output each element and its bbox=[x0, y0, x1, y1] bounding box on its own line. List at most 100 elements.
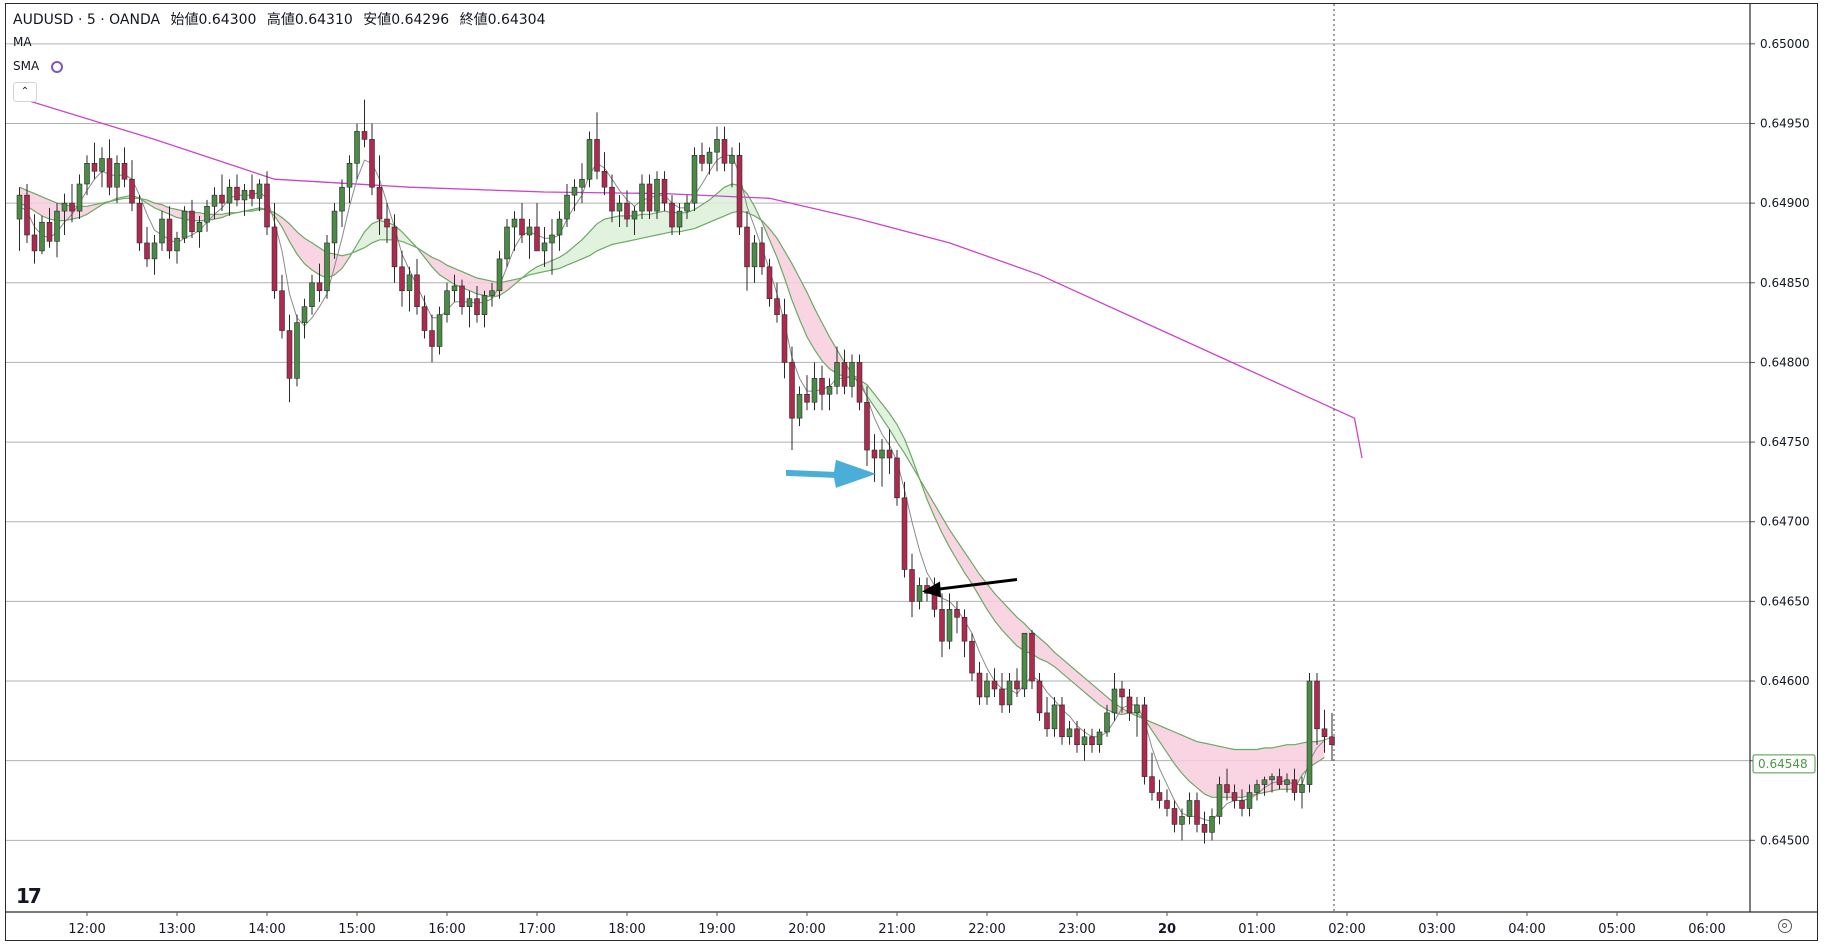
candle bbox=[474, 285, 480, 323]
candle bbox=[481, 290, 488, 328]
candle bbox=[249, 174, 255, 207]
candle bbox=[1306, 673, 1313, 793]
candle bbox=[879, 438, 885, 487]
settings-gear-icon[interactable] bbox=[1778, 919, 1792, 933]
candle bbox=[1246, 784, 1253, 817]
candle bbox=[91, 142, 98, 180]
candle bbox=[1006, 673, 1013, 713]
candle-body bbox=[219, 194, 225, 204]
candle-body bbox=[16, 194, 23, 220]
candle-body bbox=[481, 295, 488, 315]
candle bbox=[849, 354, 855, 398]
indicator-sma[interactable]: SMA bbox=[13, 59, 64, 73]
candle-body bbox=[189, 210, 195, 233]
candle-body bbox=[204, 206, 210, 223]
candle bbox=[234, 174, 240, 207]
candle bbox=[1104, 704, 1110, 737]
candle-body bbox=[1021, 632, 1028, 690]
candle-body bbox=[819, 378, 825, 395]
candle-body bbox=[106, 158, 113, 188]
candle-body bbox=[729, 155, 735, 164]
candle bbox=[1044, 696, 1050, 737]
close-value: 0.64304 bbox=[487, 12, 546, 28]
candle bbox=[376, 155, 383, 235]
candle bbox=[1051, 696, 1058, 737]
candle bbox=[421, 295, 428, 339]
candle bbox=[106, 139, 113, 196]
candle bbox=[1314, 673, 1320, 745]
candle bbox=[489, 282, 495, 307]
candle bbox=[759, 227, 765, 275]
band-fill-segment bbox=[927, 491, 935, 517]
candle bbox=[1321, 709, 1328, 753]
x-tick-label: 14:00 bbox=[248, 922, 285, 937]
x-tick-label: 06:00 bbox=[1688, 922, 1725, 937]
band-fill-segment bbox=[657, 211, 665, 235]
band-fill-segment bbox=[1242, 749, 1250, 798]
candle bbox=[136, 195, 143, 251]
band-fill-segment bbox=[769, 228, 777, 258]
band-fill-segment bbox=[1182, 735, 1190, 782]
candle bbox=[339, 179, 345, 228]
candle bbox=[294, 314, 300, 387]
band-fill-segment bbox=[1039, 638, 1047, 662]
candle bbox=[429, 314, 435, 363]
candle-body bbox=[264, 183, 270, 228]
candle bbox=[189, 199, 195, 239]
candle-body bbox=[834, 362, 840, 387]
candle bbox=[1156, 779, 1163, 809]
candle bbox=[661, 171, 668, 212]
x-tick-label: 02:00 bbox=[1328, 922, 1365, 937]
band-fill-segment bbox=[477, 277, 485, 296]
x-tick-label: 20 bbox=[1158, 922, 1176, 937]
band-fill-segment bbox=[42, 196, 50, 220]
indicator-ma[interactable]: MA bbox=[13, 35, 32, 49]
candle bbox=[301, 298, 308, 339]
candle-body bbox=[451, 285, 458, 292]
candle bbox=[676, 203, 683, 235]
candle bbox=[99, 147, 105, 188]
symbol-legend[interactable]: AUDUSD · 5 · OANDA 始値0.64300 高値0.64310 安… bbox=[13, 9, 546, 29]
candle-body bbox=[1014, 680, 1020, 690]
band-fill-segment bbox=[649, 212, 657, 237]
candle bbox=[511, 211, 518, 251]
candle bbox=[84, 155, 90, 196]
candle bbox=[144, 227, 150, 267]
y-tick-label: 0.64850 bbox=[1760, 276, 1810, 290]
candle bbox=[316, 263, 323, 302]
candle bbox=[804, 375, 810, 411]
candle bbox=[159, 211, 165, 251]
band-fill-segment bbox=[604, 217, 612, 248]
candle-body bbox=[466, 298, 473, 307]
candle-body bbox=[1141, 704, 1148, 777]
fast-ma-line bbox=[19, 154, 1333, 822]
candle-body bbox=[324, 242, 330, 292]
candle bbox=[789, 346, 795, 451]
candle-body bbox=[1299, 784, 1305, 793]
band-fill-segment bbox=[1287, 744, 1295, 790]
x-tick-label: 18:00 bbox=[608, 922, 645, 937]
candle-body bbox=[886, 449, 893, 459]
candle-body bbox=[1066, 728, 1073, 738]
y-tick-label: 0.65000 bbox=[1760, 37, 1810, 51]
candle bbox=[1231, 784, 1238, 809]
candle-body bbox=[556, 218, 563, 236]
refresh-icon[interactable] bbox=[51, 61, 64, 73]
candle-body bbox=[256, 183, 263, 199]
collapse-legend-button[interactable]: ⌃ bbox=[13, 82, 37, 102]
candle-body bbox=[1246, 792, 1253, 809]
candle-body bbox=[474, 298, 480, 315]
candle bbox=[391, 214, 398, 283]
candle bbox=[166, 206, 173, 259]
candle bbox=[856, 354, 863, 411]
candle-body bbox=[511, 218, 518, 228]
y-tick-label: 0.64900 bbox=[1760, 196, 1810, 210]
candle-body bbox=[1171, 808, 1178, 825]
candle-body bbox=[624, 202, 630, 220]
band-fill-segment bbox=[154, 203, 162, 212]
candle-body bbox=[151, 242, 158, 260]
candle-body bbox=[1036, 680, 1043, 714]
candle bbox=[1029, 630, 1035, 689]
candle-body bbox=[279, 290, 285, 331]
